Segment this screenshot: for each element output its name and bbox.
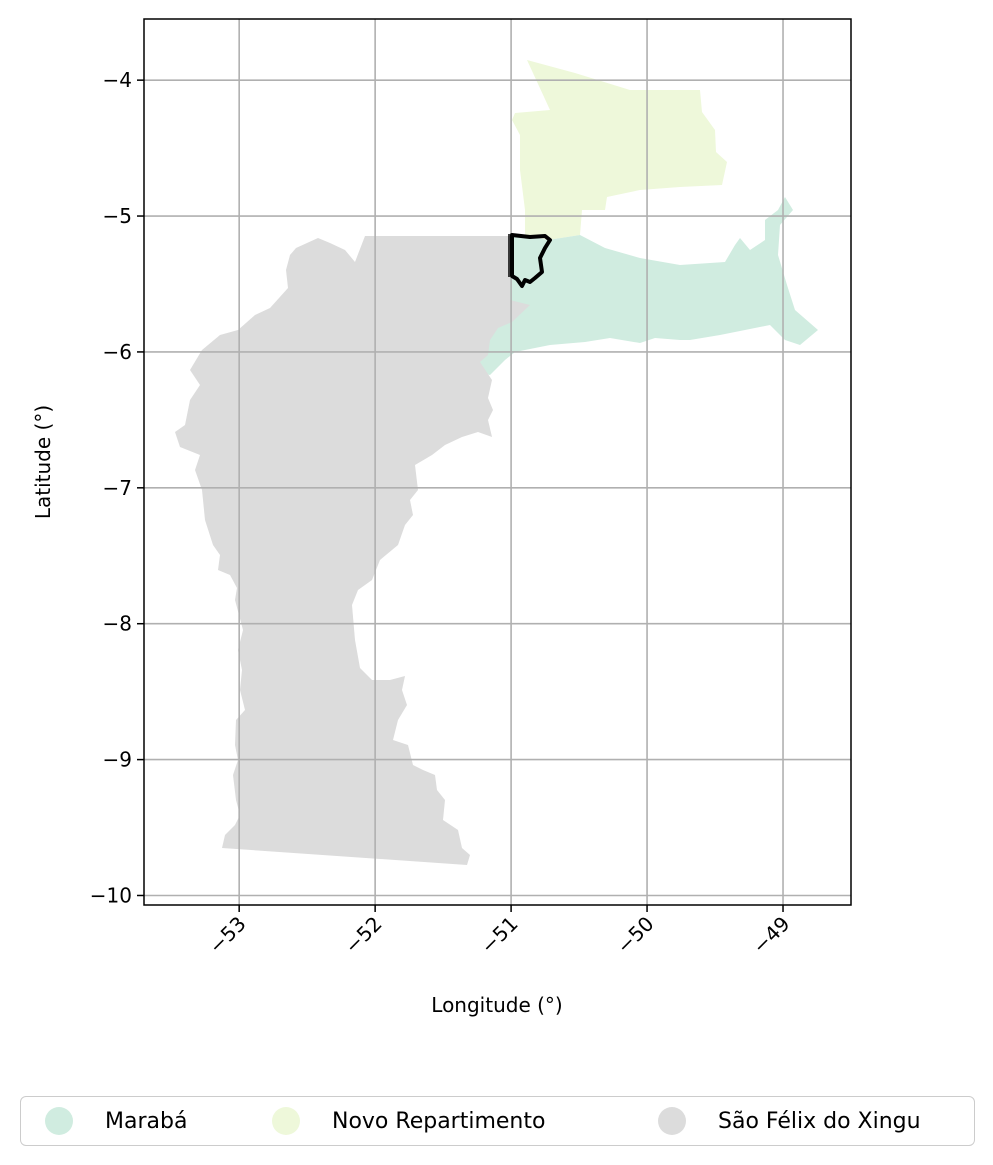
region-maraba — [458, 197, 818, 375]
x-tick-label: −53 — [204, 912, 251, 959]
y-axis-label: Latitude (°) — [31, 405, 55, 519]
grid-lines — [144, 19, 851, 905]
x-axis-ticks: −53 −52 −51 −50 −49 — [204, 905, 795, 958]
map-regions — [175, 60, 818, 865]
legend-marker-novo-repartimento — [272, 1107, 300, 1135]
y-tick-label: −6 — [103, 340, 132, 364]
y-tick-label: −8 — [103, 612, 132, 636]
y-tick-label: −4 — [103, 68, 132, 92]
y-tick-label: −5 — [103, 204, 132, 228]
x-tick-label: −51 — [476, 912, 523, 959]
study-area-outline — [510, 233, 552, 288]
axes-frame — [143, 18, 852, 906]
x-tick-label: −49 — [748, 912, 795, 959]
y-axis-ticks: −4 −5 −6 −7 −8 −9 −10 — [90, 68, 144, 907]
x-tick-label: −52 — [340, 912, 387, 959]
legend-label-maraba: Marabá — [105, 1108, 188, 1134]
legend-item-novo-repartimento: Novo Repartimento — [272, 1097, 545, 1145]
legend-marker-sao-felix-do-xingu — [658, 1107, 686, 1135]
legend-marker-maraba — [45, 1107, 73, 1135]
legend: Marabá Novo Repartimento São Félix do Xi… — [20, 1096, 975, 1146]
legend-label-sao-felix-do-xingu: São Félix do Xingu — [718, 1108, 921, 1134]
x-axis-label: Longitude (°) — [431, 993, 562, 1017]
legend-item-maraba: Marabá — [45, 1097, 187, 1145]
y-tick-label: −7 — [103, 476, 132, 500]
x-tick-label: −50 — [612, 912, 659, 959]
region-novo-repartimento — [512, 60, 727, 240]
legend-label-novo-repartimento: Novo Repartimento — [332, 1108, 546, 1134]
y-tick-label: −9 — [103, 748, 132, 772]
legend-item-sao-felix-do-xingu: São Félix do Xingu — [658, 1097, 921, 1145]
region-sao-felix-do-xingu — [175, 236, 530, 865]
y-tick-label: −10 — [90, 883, 132, 907]
